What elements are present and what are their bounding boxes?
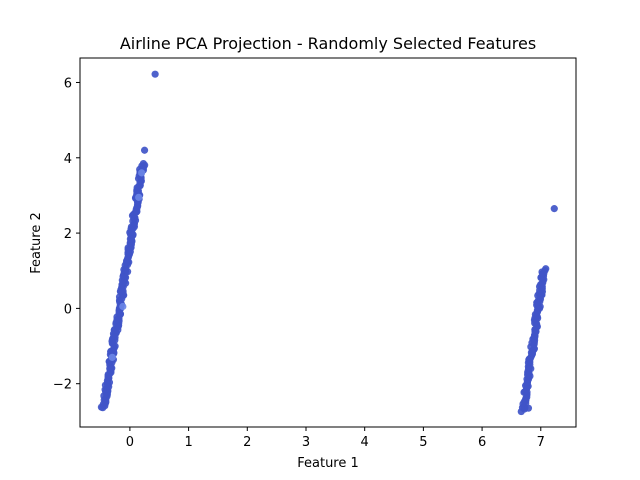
y-tick-label: 2 bbox=[64, 227, 72, 242]
x-tick-label: 0 bbox=[126, 435, 134, 450]
x-axis-ticks: 0 1 2 3 4 5 6 7 bbox=[126, 427, 545, 450]
x-tick-label: 3 bbox=[302, 435, 310, 450]
x-tick-label: 2 bbox=[243, 435, 251, 450]
x-tick-label: 1 bbox=[184, 435, 192, 450]
scatter-points bbox=[97, 70, 558, 416]
y-tick-label: 0 bbox=[64, 302, 72, 317]
outlier-point bbox=[524, 404, 533, 412]
plot-frame bbox=[79, 57, 577, 428]
chart-title: Airline PCA Projection - Randomly Select… bbox=[120, 34, 536, 53]
y-axis-label: Feature 2 bbox=[29, 212, 44, 274]
x-axis-label: Feature 1 bbox=[297, 456, 359, 471]
y-tick-label: 6 bbox=[64, 76, 72, 91]
x-tick-label: 7 bbox=[537, 435, 545, 450]
data-point bbox=[108, 353, 116, 361]
outlier-point bbox=[550, 205, 558, 213]
x-tick-label: 5 bbox=[419, 435, 427, 450]
y-tick-label: −2 bbox=[53, 378, 72, 393]
x-tick-label: 4 bbox=[361, 435, 369, 450]
x-tick-label: 6 bbox=[478, 435, 486, 450]
outlier-point bbox=[151, 70, 159, 78]
data-point bbox=[139, 159, 147, 168]
data-point bbox=[542, 265, 550, 273]
data-point bbox=[119, 302, 127, 311]
y-axis-ticks: −2 0 2 4 6 bbox=[53, 76, 80, 393]
data-point bbox=[135, 193, 143, 201]
outlier-point bbox=[140, 146, 149, 154]
data-point bbox=[138, 169, 146, 177]
y-tick-label: 4 bbox=[64, 152, 72, 167]
